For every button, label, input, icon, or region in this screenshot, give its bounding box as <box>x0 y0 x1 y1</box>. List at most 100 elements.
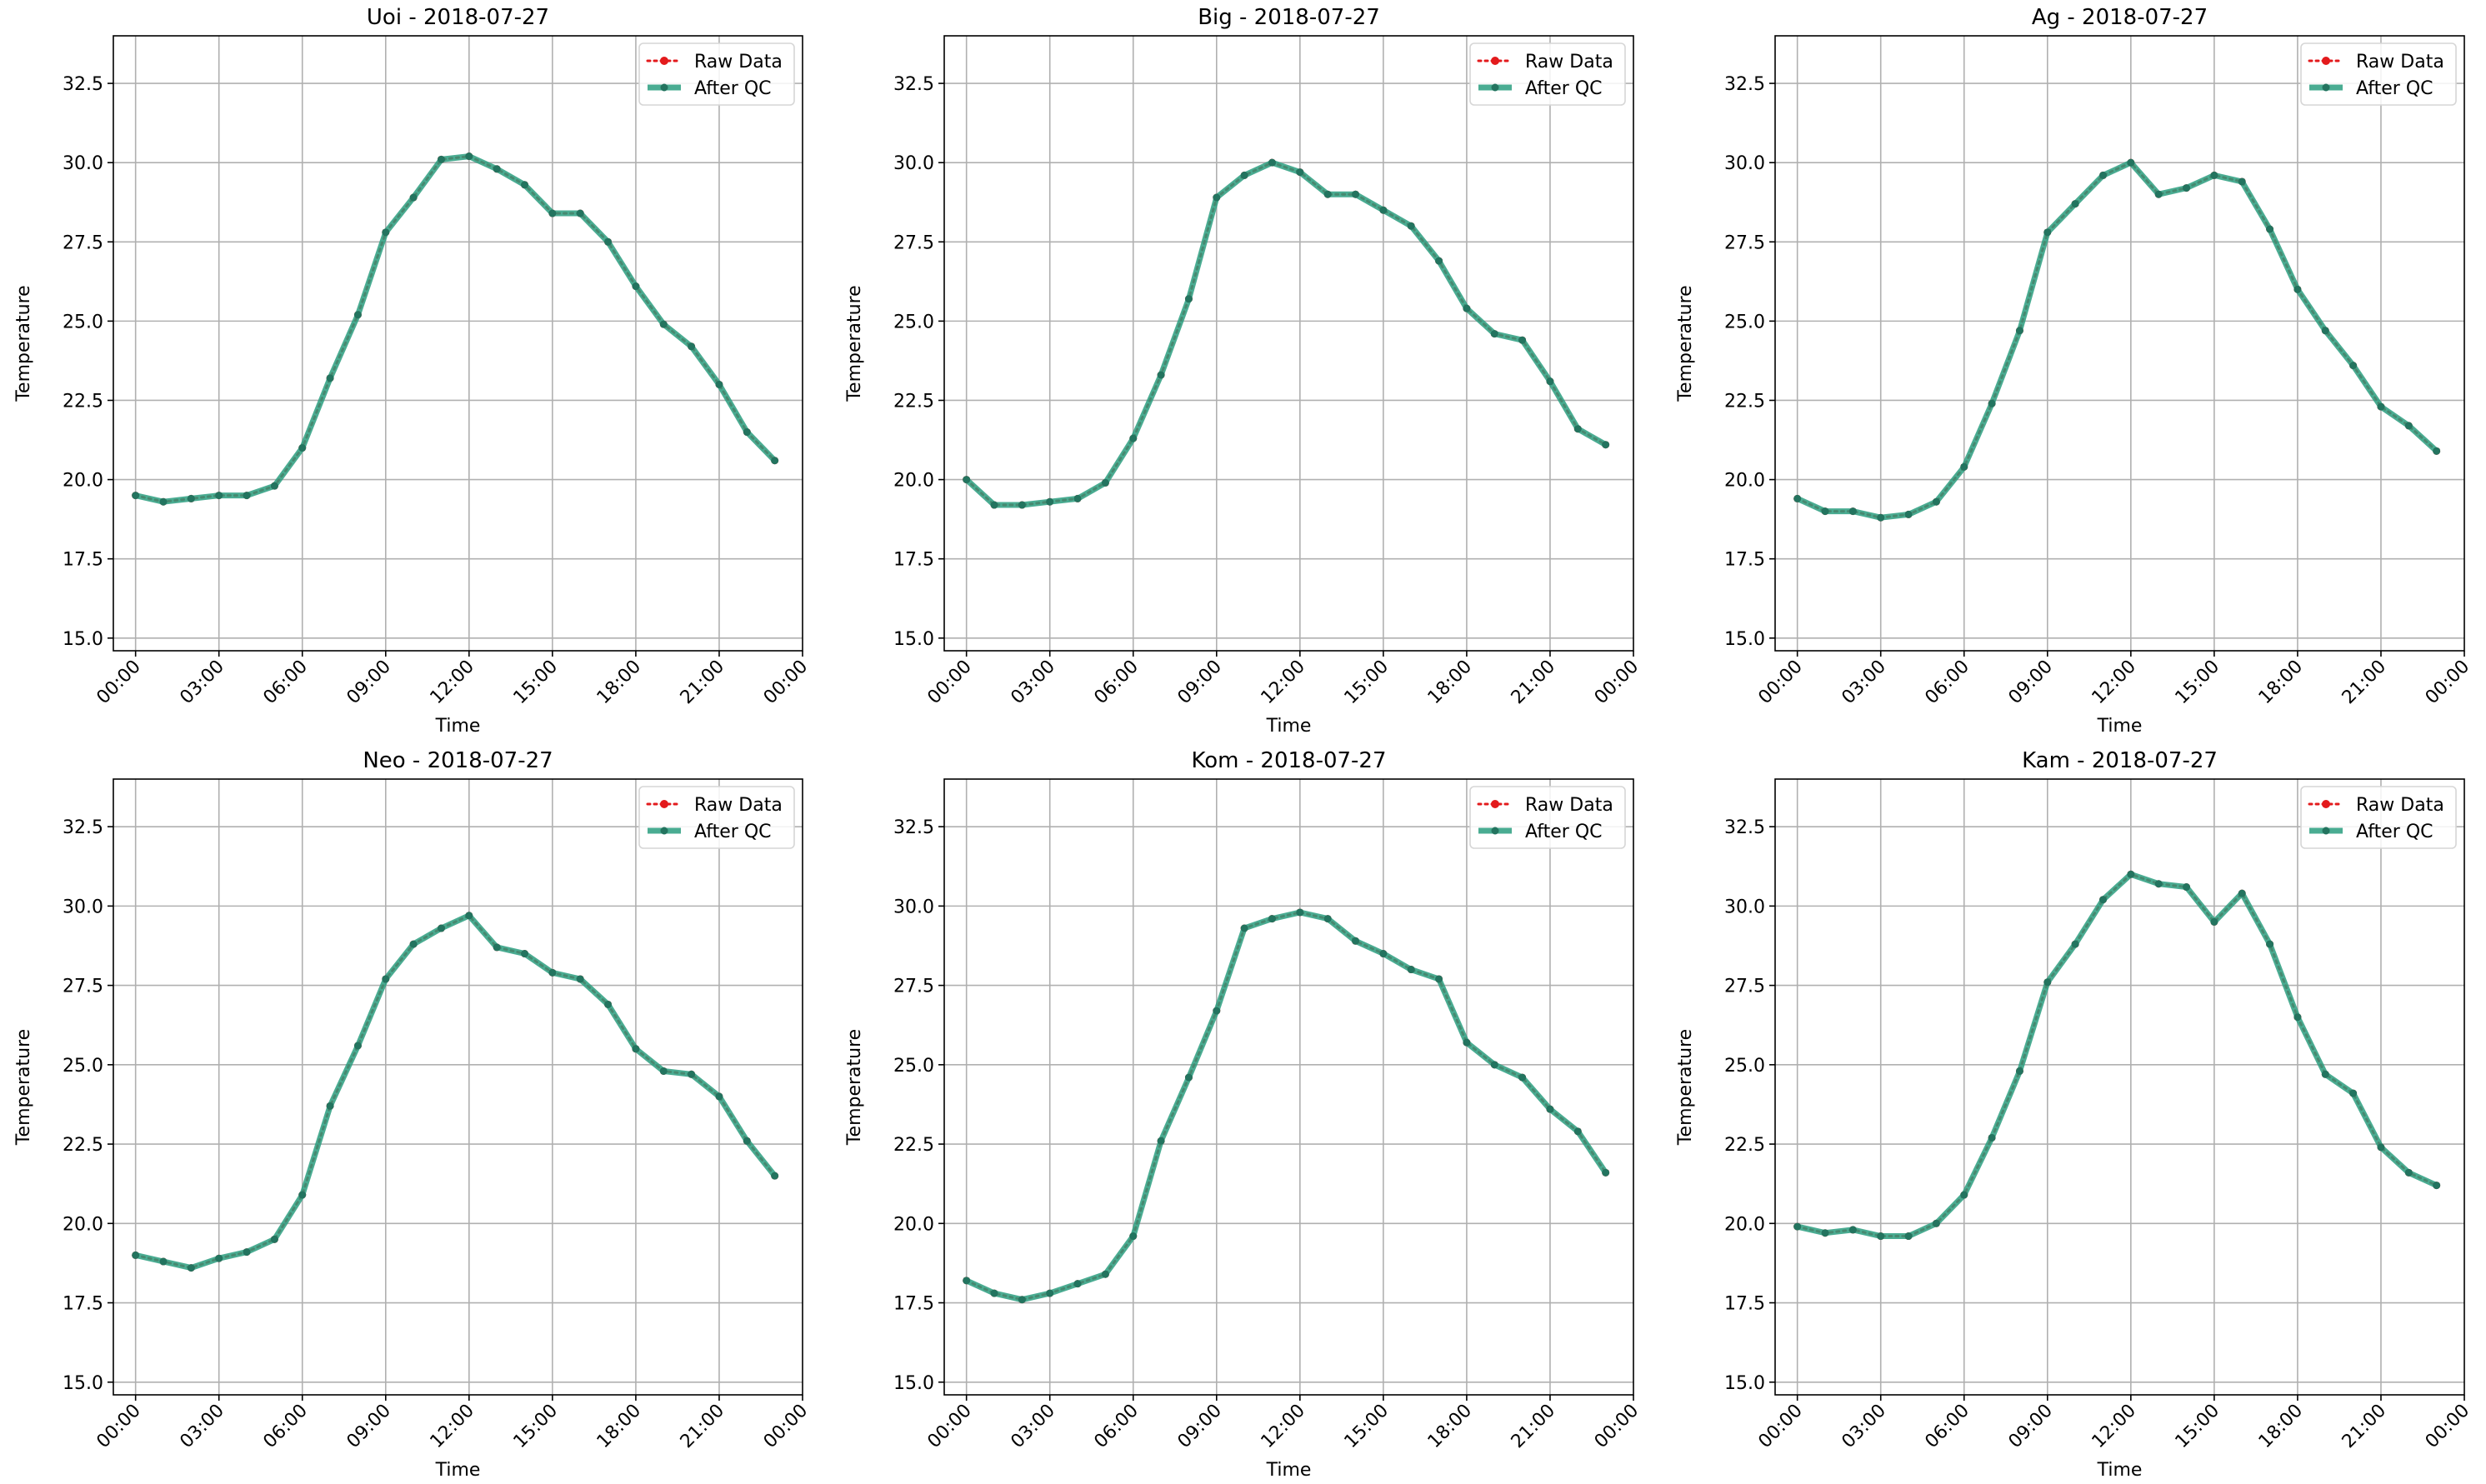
after-qc-point <box>1240 171 1248 179</box>
after-qc-point <box>1407 966 1415 974</box>
after-qc-point <box>1184 295 1193 303</box>
after-qc-point <box>326 1102 334 1110</box>
x-tick-label: 00:00 <box>923 657 976 709</box>
after-qc-point <box>270 1235 278 1243</box>
after-qc-point <box>1518 336 1527 344</box>
after-qc-point <box>2154 880 2163 888</box>
after-qc-point <box>353 311 362 319</box>
after-qc-point <box>2238 177 2246 186</box>
legend-qc-label: After QC <box>2356 822 2433 842</box>
after-qc-point <box>409 940 418 948</box>
after-qc-point <box>1793 494 1802 502</box>
after-qc-point <box>1960 462 1968 471</box>
y-tick-label: 15.0 <box>63 1373 103 1394</box>
x-tick-label: 18:00 <box>2255 1401 2308 1453</box>
after-qc-point <box>1877 1232 1885 1241</box>
x-tick-label: 15:00 <box>1341 1401 1393 1453</box>
x-axis-label: Time <box>1266 716 1312 737</box>
after-qc-point <box>215 492 223 500</box>
after-qc-point <box>715 1092 723 1101</box>
after-qc-point <box>1073 494 1082 502</box>
after-qc-point <box>1821 1229 1829 1237</box>
after-qc-point <box>659 1067 668 1075</box>
after-qc-point <box>2015 1067 2023 1075</box>
y-axis-label: Temperature <box>844 1029 865 1146</box>
y-tick-label: 20.0 <box>63 1214 103 1235</box>
x-tick-label: 09:00 <box>1174 1401 1227 1453</box>
gridlines <box>1775 36 2464 651</box>
after-qc-point <box>1546 1105 1554 1113</box>
y-tick-label: 27.5 <box>893 232 934 253</box>
after-qc-point <box>1073 1280 1082 1288</box>
x-tick-label: 00:00 <box>760 657 813 709</box>
legend: Raw Data After QC <box>1469 42 1626 106</box>
after-qc-point <box>1296 908 1304 917</box>
after-qc-point <box>1268 915 1276 923</box>
legend-qc-marker <box>2322 83 2330 92</box>
gridlines <box>944 36 1633 651</box>
y-tick-label: 22.5 <box>63 1135 103 1156</box>
legend-qc-marker <box>660 83 668 92</box>
after-qc-point <box>1268 158 1276 167</box>
y-tick-label: 30.0 <box>63 897 103 917</box>
x-tick-label: 12:00 <box>427 1401 479 1453</box>
after-qc-point <box>243 492 251 500</box>
y-tick-label: 20.0 <box>63 471 103 492</box>
raw-data-line <box>1796 872 2438 1237</box>
x-axis-label: Time <box>2097 716 2143 737</box>
after-qc-point <box>2127 870 2135 878</box>
after-qc-point <box>1101 478 1109 487</box>
after-qc-point <box>298 1191 307 1199</box>
after-qc-point <box>270 482 278 490</box>
y-tick-label: 27.5 <box>1724 977 1765 997</box>
after-qc-point <box>2433 1182 2441 1190</box>
x-tick-label: 09:00 <box>343 657 396 709</box>
x-tick-label: 21:00 <box>677 1401 729 1453</box>
after-qc-point <box>1490 330 1498 338</box>
after-qc-point <box>2238 889 2246 897</box>
x-tick-label: 18:00 <box>1424 657 1477 709</box>
raw-data-line <box>965 161 1608 507</box>
after-qc-point <box>688 1070 696 1078</box>
gridlines <box>1775 779 2464 1395</box>
after-qc-point <box>1573 425 1582 433</box>
y-tick-label: 30.0 <box>63 153 103 174</box>
x-tick-label: 21:00 <box>1508 657 1560 709</box>
after-qc-point <box>243 1248 251 1257</box>
legend: Raw Data After QC <box>1469 786 1626 849</box>
after-qc-point <box>1932 1219 1940 1227</box>
x-tick-label: 06:00 <box>1090 657 1143 709</box>
chart-title: Neo - 2018-07-27 <box>363 748 553 773</box>
after-qc-point <box>437 155 445 163</box>
y-tick-label: 22.5 <box>1724 391 1765 412</box>
x-tick-label: 12:00 <box>2088 1401 2141 1453</box>
legend-qc-label: After QC <box>2356 78 2433 99</box>
after-qc-point <box>2071 940 2079 948</box>
y-tick-label: 17.5 <box>893 550 934 571</box>
y-tick-label: 15.0 <box>893 629 934 650</box>
after-qc-point <box>1018 501 1026 509</box>
x-tick-label: 15:00 <box>2172 657 2224 709</box>
y-tick-label: 15.0 <box>63 629 103 650</box>
x-tick-label: 06:00 <box>1090 1401 1143 1453</box>
after-qc-point <box>688 342 696 351</box>
x-axis-label: Time <box>435 716 481 737</box>
legend: Raw Data After QC <box>2300 42 2457 106</box>
y-tick-label: 30.0 <box>893 153 934 174</box>
after-qc-point <box>1184 1073 1193 1082</box>
gridlines <box>113 779 803 1395</box>
x-tick-label: 00:00 <box>760 1401 813 1453</box>
after-qc-point <box>990 501 998 509</box>
y-tick-label: 15.0 <box>893 1373 934 1394</box>
after-qc-point <box>1323 190 1332 198</box>
legend-raw-marker <box>660 57 668 65</box>
legend: Raw Data After QC <box>638 42 795 106</box>
y-tick-label: 27.5 <box>893 977 934 997</box>
y-tick-label: 32.5 <box>63 74 103 95</box>
after-qc-point <box>2127 158 2135 167</box>
chart-panel-4: 00:00 03:00 06:00 09:00 12:00 15:00 18:00 21:00… <box>13 748 812 1481</box>
axes-frame <box>1774 35 2465 652</box>
after-qc-point <box>132 1251 140 1259</box>
y-tick-label: 17.5 <box>893 1294 934 1315</box>
